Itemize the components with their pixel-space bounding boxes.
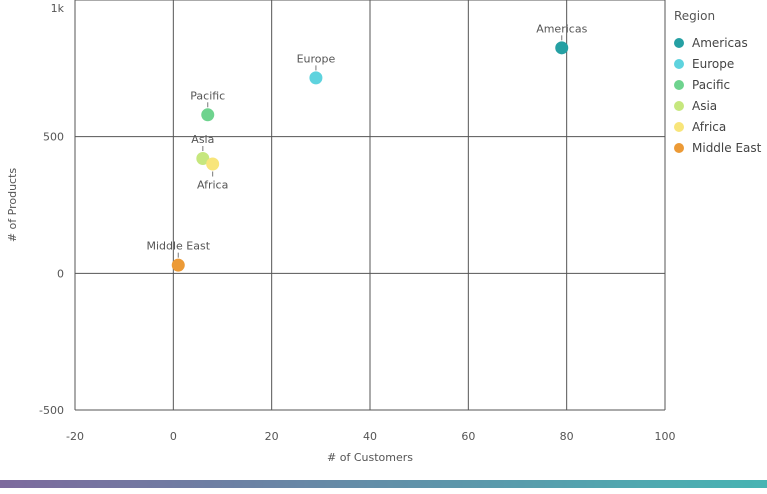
point-label: Europe [297,52,336,65]
legend-item[interactable]: Americas [674,36,748,50]
legend-item[interactable]: Middle East [674,141,762,155]
legend-label: Middle East [692,141,762,155]
scatter-point[interactable] [196,152,210,166]
scatter-point[interactable] [309,71,323,85]
x-axis-title: # of Customers [327,451,413,464]
x-tick-label: 20 [265,430,279,443]
point-label: Asia [191,133,214,146]
legend-title: Region [674,9,715,23]
legend: Region Americas Europe Pacific Asia Africa Mi… [674,9,762,155]
x-axis-ticks: -20 0 20 40 60 80 100 [66,430,675,443]
legend-item[interactable]: Pacific [674,78,730,92]
point-group: Middle East [146,240,211,272]
point-group: Asia [191,133,214,166]
point-group: Europe [297,52,336,85]
legend-item[interactable]: Africa [674,120,726,134]
x-tick-label: 100 [655,430,676,443]
x-tick-label: 60 [461,430,475,443]
x-tick-label: -20 [66,430,84,443]
legend-swatch [674,80,684,90]
point-label: Africa [197,179,228,192]
legend-swatch [674,101,684,111]
data-points: Americas Europe Pacific Asia Africa Middle Ea… [146,22,588,272]
legend-label: Africa [692,120,726,134]
legend-swatch [674,59,684,69]
point-label: Pacific [190,89,225,102]
scatter-point[interactable] [555,41,569,55]
y-tick-label: -500 [39,404,64,417]
point-label: Middle East [146,240,210,253]
point-group: Pacific [190,89,225,122]
legend-label: Europe [692,57,734,71]
point-label: Americas [536,22,587,35]
bottom-gradient-bar [0,480,767,488]
y-tick-label: 1k [51,2,65,15]
y-tick-label: 0 [57,267,64,280]
point-group: Africa [197,157,228,192]
scatter-point[interactable] [171,258,185,272]
x-tick-label: 80 [560,430,574,443]
legend-item[interactable]: Asia [674,99,717,113]
x-tick-label: 0 [170,430,177,443]
chart-canvas: -20 0 20 40 60 80 100 -500 0 500 1k # of Customer… [6,0,762,464]
scatter-point[interactable] [206,157,220,171]
legend-swatch [674,38,684,48]
legend-item[interactable]: Europe [674,57,734,71]
point-group: Americas [536,22,588,55]
legend-label: Americas [692,36,748,50]
scatter-point[interactable] [201,108,215,122]
x-tick-label: 40 [363,430,377,443]
y-axis-title: # of Products [6,168,19,243]
legend-swatch [674,143,684,153]
legend-swatch [674,122,684,132]
y-axis-ticks: -500 0 500 1k [39,2,65,417]
legend-label: Asia [692,99,717,113]
grid [74,0,666,411]
y-tick-label: 500 [43,131,64,144]
legend-label: Pacific [692,78,730,92]
